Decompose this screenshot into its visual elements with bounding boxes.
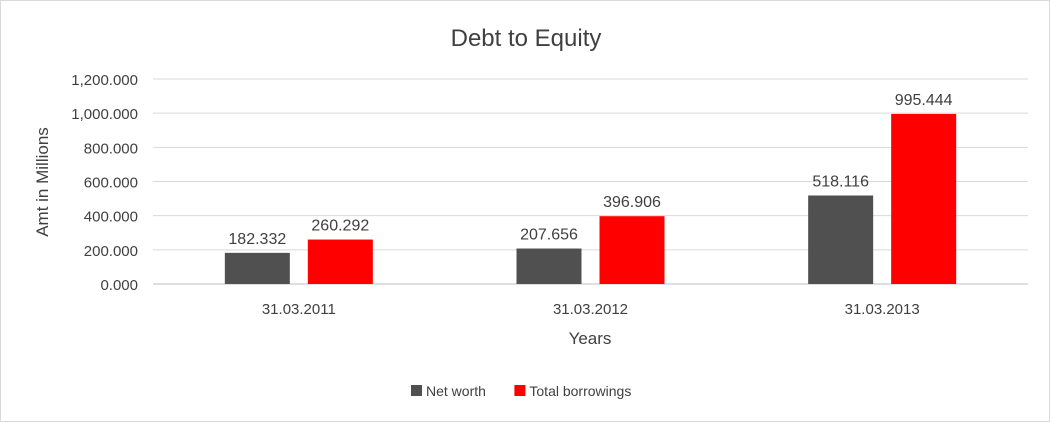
data-label: 260.292: [311, 218, 369, 235]
legend: Net worth Total borrowings: [411, 383, 631, 399]
data-labels: 182.332 260.292 207.656 396.906 518.116 995.4…: [228, 92, 952, 248]
bar: [224, 252, 290, 284]
data-label: 207.656: [520, 227, 578, 244]
x-tick-label: 31.03.2011: [262, 301, 336, 318]
bar: [516, 248, 582, 284]
bar: [599, 216, 665, 284]
bar: [891, 113, 957, 285]
y-tick-label: 800.000: [84, 140, 138, 157]
y-tick-label: 1,200.000: [71, 72, 138, 89]
gridlines: [153, 78, 1028, 285]
y-axis-ticks: 0.000 200.000 400.000 600.000 800.000 1,000.0…: [71, 72, 138, 294]
y-tick-label: 0.000: [100, 277, 138, 294]
data-label: 518.116: [812, 173, 869, 190]
legend-swatch: [514, 385, 526, 396]
y-tick-label: 200.000: [84, 243, 138, 260]
x-axis-ticks: 31.03.2011 31.03.2012 31.03.2013: [262, 301, 920, 318]
x-axis-title: Years: [569, 329, 612, 348]
y-tick-label: 400.000: [84, 209, 138, 226]
y-tick-label: 1,000.000: [71, 106, 138, 123]
y-axis-title: Amt in Millions: [33, 127, 52, 237]
x-tick-label: 31.03.2012: [553, 301, 628, 318]
legend-label: Total borrowings: [529, 383, 631, 399]
legend-label: Net worth: [426, 383, 486, 399]
legend-swatch: [411, 385, 422, 396]
x-tick-label: 31.03.2013: [845, 301, 920, 318]
bar: [808, 195, 874, 284]
bars: [224, 113, 957, 285]
data-label: 182.332: [228, 231, 286, 248]
bar: [307, 239, 373, 284]
data-label: 396.906: [603, 194, 661, 211]
y-tick-label: 600.000: [84, 175, 138, 192]
chart-title: Debt to Equity: [451, 25, 602, 52]
data-label: 995.444: [895, 92, 953, 109]
